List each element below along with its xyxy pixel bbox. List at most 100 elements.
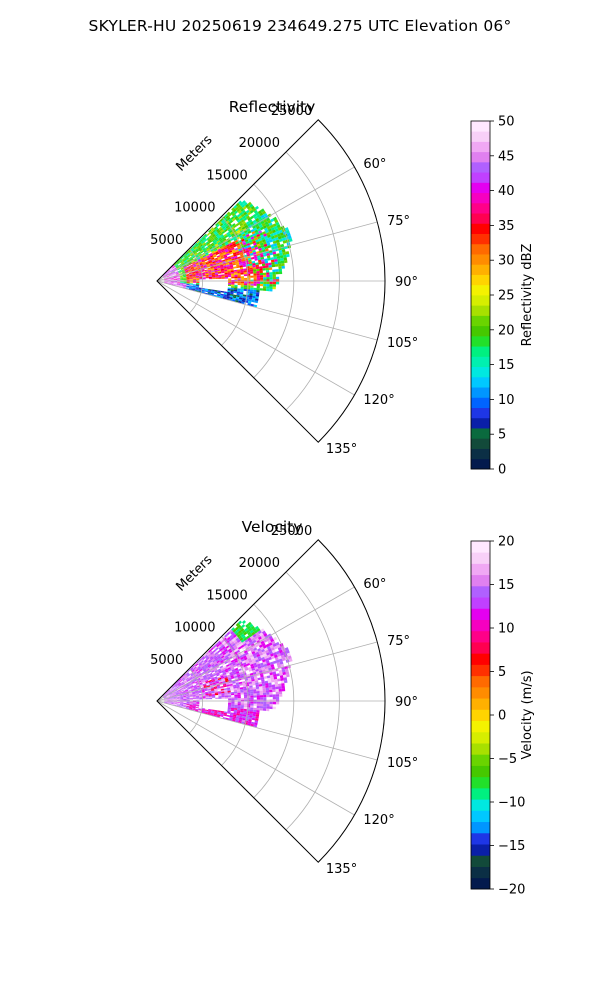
echo-cell (231, 241, 236, 245)
azimuth-tick-label: 105° (387, 336, 418, 351)
echo-cell (173, 277, 177, 279)
echo-cell (179, 285, 183, 287)
echo-cell (227, 677, 232, 681)
echo-cell (256, 703, 261, 707)
echo-cell (193, 279, 197, 281)
echo-cell (218, 251, 223, 254)
echo-cell (168, 271, 172, 274)
echo-cell (223, 292, 228, 295)
echo-cell (181, 681, 185, 685)
echo-cell (189, 697, 193, 699)
echo-cell (253, 275, 257, 278)
echo-cell (229, 682, 233, 685)
echo-cell (199, 695, 203, 697)
echo-cell (199, 696, 203, 698)
echo-cell (211, 290, 215, 293)
echo-cell (211, 243, 215, 247)
echo-cell (173, 702, 177, 704)
echo-cell (228, 218, 232, 222)
echo-cell (196, 669, 200, 673)
echo-cell (166, 276, 170, 278)
echo-cell (220, 712, 224, 715)
echo-cell (263, 281, 267, 285)
echo-cell (194, 242, 198, 246)
echo-cell (255, 217, 260, 222)
echo-cell (238, 660, 242, 664)
echo-cell (162, 694, 166, 697)
echo-cell (228, 696, 232, 699)
echo-cell (201, 260, 206, 263)
echo-cell (220, 659, 224, 663)
echo-cell (265, 690, 270, 693)
echo-cell (194, 688, 198, 690)
echo-cell (173, 281, 178, 283)
echo-cell (252, 645, 257, 649)
echo-cell (164, 278, 168, 280)
echo-cell (233, 289, 238, 292)
echo-cell (224, 257, 228, 260)
echo-cell (213, 242, 218, 245)
echo-cell (210, 647, 214, 651)
echo-cell (235, 648, 239, 652)
echo-cell (166, 275, 170, 278)
echo-cell (217, 686, 221, 689)
echo-cell (175, 273, 180, 275)
echo-cell (173, 281, 178, 282)
echo-cell (204, 269, 208, 272)
echo-cell (219, 245, 224, 249)
echo-cell (259, 706, 264, 709)
echo-cell (213, 236, 218, 240)
echo-cell (224, 269, 228, 272)
echo-cell (241, 646, 246, 650)
echo-cell (262, 690, 267, 693)
echo-cell (198, 287, 203, 289)
echo-cell (248, 683, 253, 687)
echo-cell (246, 655, 251, 660)
echo-cell (214, 237, 219, 241)
echo-cell (262, 288, 267, 291)
echo-cell (225, 220, 230, 224)
echo-cell (253, 693, 257, 696)
echo-cell (218, 657, 222, 661)
echo-cell (229, 683, 233, 687)
echo-cell (187, 266, 191, 269)
echo-cell (182, 695, 187, 697)
echo-cell (219, 232, 223, 236)
echo-cell (195, 244, 200, 248)
echo-cell (182, 253, 186, 257)
echo-cell (206, 656, 210, 661)
echo-cell (207, 670, 212, 674)
echo-cell (254, 237, 259, 241)
echo-cell (246, 673, 251, 677)
echo-cell (242, 716, 246, 719)
echo-cell (180, 267, 184, 270)
echo-cell (174, 268, 177, 271)
echo-cell (237, 276, 241, 279)
echo-cell (167, 690, 171, 694)
echo-cell (166, 696, 171, 698)
colorbar-segment (471, 574, 490, 587)
echo-cell (257, 210, 262, 215)
echo-cell (225, 635, 230, 639)
echo-cell (252, 639, 257, 644)
echo-cell (247, 201, 252, 206)
echo-cell (204, 270, 209, 273)
echo-cell (223, 714, 227, 717)
echo-cell (195, 691, 199, 694)
echo-cell (230, 676, 235, 680)
echo-cell (199, 276, 203, 278)
echo-cell (185, 677, 189, 681)
echo-cell (162, 694, 166, 697)
echo-cell (235, 228, 239, 232)
echo-cell (207, 689, 212, 692)
colorbar-segment (471, 243, 490, 255)
echo-cell (216, 295, 220, 298)
echo-cell (241, 231, 245, 236)
echo-cell (277, 664, 282, 669)
echo-cell (259, 695, 264, 698)
echo-cell (215, 277, 219, 279)
echo-cell (202, 278, 206, 280)
echo-cell (185, 676, 189, 680)
echo-cell (176, 704, 180, 706)
echo-cell (259, 708, 263, 711)
